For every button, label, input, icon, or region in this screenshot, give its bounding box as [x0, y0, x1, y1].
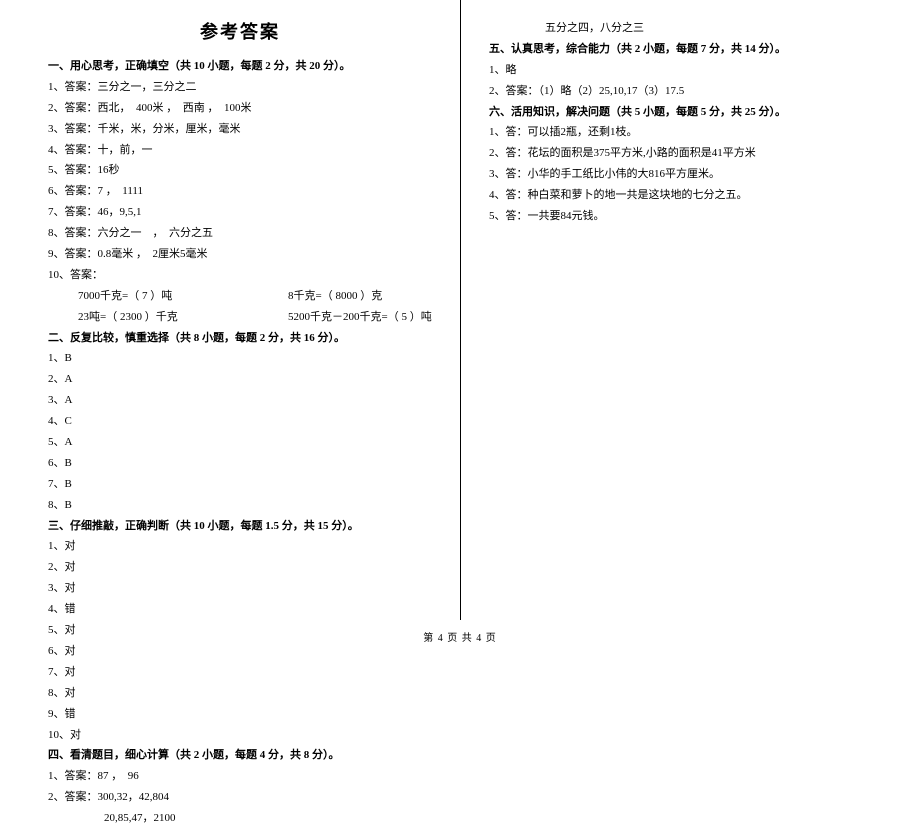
- q3-6: 6、对: [48, 641, 432, 662]
- q2-1: 1、B: [48, 348, 432, 369]
- q2-3: 3、A: [48, 390, 432, 411]
- q3-10: 10、对: [48, 725, 432, 746]
- q3-1: 1、对: [48, 536, 432, 557]
- q3-3: 3、对: [48, 578, 432, 599]
- q1-3: 3、答案：千米，米，分米，厘米，毫米: [48, 119, 432, 140]
- q1-10-a1: 7000千克=（ 7 ）吨: [78, 286, 288, 307]
- section4-heading: 四、看清题目，细心计算（共 2 小题，每题 4 分，共 8 分）。: [48, 745, 432, 766]
- q2-5: 5、A: [48, 432, 432, 453]
- q5-1: 1、略: [489, 60, 872, 81]
- page-container: 参考答案 一、用心思考，正确填空（共 10 小题，每题 2 分，共 20 分）。…: [0, 0, 920, 620]
- q3-2: 2、对: [48, 557, 432, 578]
- q6-3: 3、答：小华的手工纸比小伟的大816平方厘米。: [489, 164, 872, 185]
- q1-10: 10、答案：: [48, 265, 432, 286]
- section2-heading: 二、反复比较，慎重选择（共 8 小题，每题 2 分，共 16 分）。: [48, 328, 432, 349]
- q4-2: 2、答案：300,32，42,804: [48, 787, 432, 808]
- q6-5: 5、答：一共要84元钱。: [489, 206, 872, 227]
- q2-4: 4、C: [48, 411, 432, 432]
- q2-8: 8、B: [48, 495, 432, 516]
- right-column: 五分之四，八分之三 五、认真思考，综合能力（共 2 小题，每题 7 分，共 14…: [460, 0, 920, 620]
- q1-10-rowa: 7000千克=（ 7 ）吨 8千克=（ 8000 ）克: [48, 286, 432, 307]
- section1-heading: 一、用心思考，正确填空（共 10 小题，每题 2 分，共 20 分）。: [48, 56, 432, 77]
- q1-8: 8、答案：六分之一 ， 六分之五: [48, 223, 432, 244]
- right-top-line: 五分之四，八分之三: [545, 18, 872, 39]
- q1-10-b1: 23吨=（ 2300 ）千克: [78, 307, 288, 328]
- q3-7: 7、对: [48, 662, 432, 683]
- q3-8: 8、对: [48, 683, 432, 704]
- q1-1: 1、答案：三分之一，三分之二: [48, 77, 432, 98]
- q4-2b: 20,85,47，2100: [48, 808, 432, 829]
- q1-10-rowb: 23吨=（ 2300 ）千克 5200千克－200千克=（ 5 ）吨: [48, 307, 432, 328]
- q1-10-b2: 5200千克－200千克=（ 5 ）吨: [288, 307, 432, 328]
- q1-10-a2: 8千克=（ 8000 ）克: [288, 286, 382, 307]
- q3-4: 4、错: [48, 599, 432, 620]
- q2-2: 2、A: [48, 369, 432, 390]
- q6-4: 4、答：种白菜和萝卜的地一共是这块地的七分之五。: [489, 185, 872, 206]
- q5-2: 2、答案：（1）略（2）25,10,17（3）17.5: [489, 81, 872, 102]
- q1-4: 4、答案：十，前，一: [48, 140, 432, 161]
- section3-heading: 三、仔细推敲，正确判断（共 10 小题，每题 1.5 分，共 15 分）。: [48, 516, 432, 537]
- q1-9: 9、答案：0.8毫米 ， 2厘米5毫米: [48, 244, 432, 265]
- q1-6: 6、答案：7 ， 1111: [48, 181, 432, 202]
- q1-2: 2、答案：西北， 400米 ， 西南 ， 100米: [48, 98, 432, 119]
- q4-1: 1、答案：87 ， 96: [48, 766, 432, 787]
- q2-6: 6、B: [48, 453, 432, 474]
- q4-2b-text: 20,85,47，2100: [104, 812, 176, 824]
- doc-title: 参考答案: [48, 18, 432, 44]
- left-column: 参考答案 一、用心思考，正确填空（共 10 小题，每题 2 分，共 20 分）。…: [0, 0, 460, 620]
- q6-2: 2、答：花坛的面积是375平方米,小路的面积是41平方米: [489, 143, 872, 164]
- q6-1: 1、答：可以插2瓶，还剩1枝。: [489, 122, 872, 143]
- q1-5: 5、答案：16秒: [48, 160, 432, 181]
- page-footer: 第 4 页 共 4 页: [0, 629, 920, 644]
- section5-heading: 五、认真思考，综合能力（共 2 小题，每题 7 分，共 14 分）。: [489, 39, 872, 60]
- section6-heading: 六、活用知识，解决问题（共 5 小题，每题 5 分，共 25 分）。: [489, 102, 872, 123]
- q2-7: 7、B: [48, 474, 432, 495]
- q3-9: 9、错: [48, 704, 432, 725]
- q1-7: 7、答案：46，9,5,1: [48, 202, 432, 223]
